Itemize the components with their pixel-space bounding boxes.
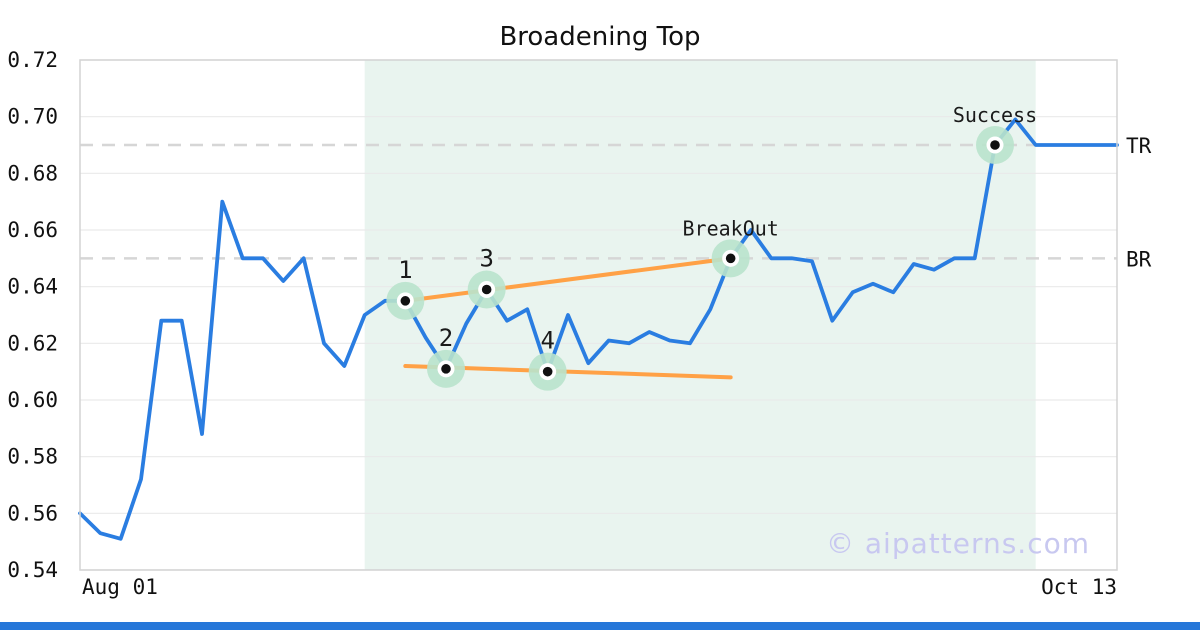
x-axis-label-end: Oct 13 [1041,575,1117,599]
bottom-accent-bar [0,622,1200,630]
marker-dot-1 [400,296,411,306]
y-axis-tick-label: 0.72 [7,48,58,72]
y-axis-tick-label: 0.56 [7,501,58,525]
marker-dot-success [990,140,1000,150]
marker-label-breakout: BreakOut [683,216,779,240]
pattern-region-shade [364,60,1036,570]
y-axis-tick-label: 0.60 [7,388,58,412]
marker-dot-breakout [725,253,736,264]
y-axis-tick-label: 0.62 [7,331,58,355]
x-axis-label-start: Aug 01 [82,575,158,599]
marker-dot-3 [481,284,492,295]
marker-label-success: Success [953,103,1037,127]
y-axis-tick-label: 0.70 [7,105,58,129]
chart-title: Broadening Top [499,22,701,52]
marker-label-2: 2 [439,324,453,352]
y-axis-tick-label: 0.66 [7,218,58,242]
marker-dot-2 [441,364,451,374]
y-axis-tick-label: 0.68 [7,161,58,185]
marker-label-1: 1 [398,256,412,284]
level-label-tr: TR [1126,134,1152,158]
plot-border [79,59,1118,571]
y-axis-tick-label: 0.54 [7,558,58,582]
marker-dot-4 [542,366,553,377]
price-line [78,117,1119,541]
y-axis-tick-label: 0.58 [7,445,58,469]
y-axis-tick-label: 0.64 [7,275,58,299]
level-label-br: BR [1126,247,1152,271]
upper-trendline [403,256,733,303]
marker-label-4: 4 [540,327,554,355]
marker-label-3: 3 [479,245,493,273]
